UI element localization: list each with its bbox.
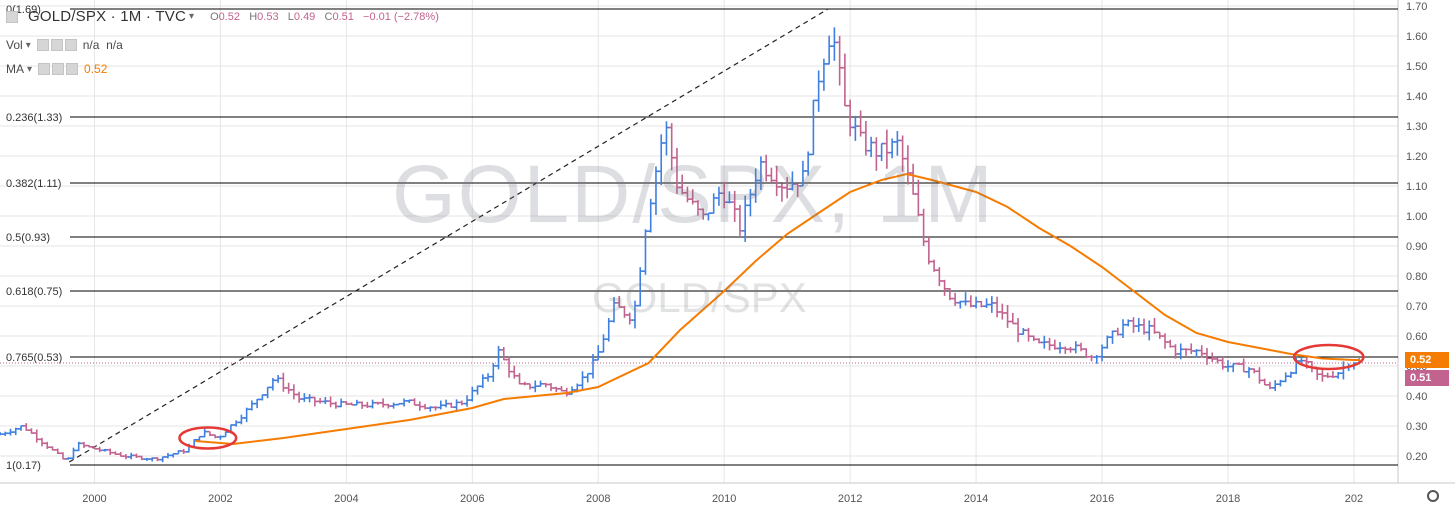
- vol-label[interactable]: Vol: [6, 38, 23, 52]
- trend-line-dashed: [68, 8, 829, 463]
- y-tick-label: 1.00: [1406, 211, 1427, 223]
- interval-label[interactable]: 1M: [120, 8, 142, 25]
- x-tick-label: 2008: [586, 493, 610, 505]
- y-tick-label: 0.30: [1406, 421, 1427, 433]
- y-tick-label: 0.90: [1406, 241, 1427, 253]
- change-value: −0.01 (−2.78%): [363, 10, 439, 23]
- vol-value-1: n/a: [82, 38, 100, 52]
- fib-level-label: 0.236(1.33): [6, 112, 62, 124]
- fib-level-label: 0.382(1.11): [6, 178, 61, 190]
- symbol-name[interactable]: GOLD/SPX: [28, 8, 107, 25]
- moving-average-line: [195, 172, 1361, 446]
- x-tick-label: 2006: [460, 493, 484, 505]
- y-tick-label: 1.10: [1406, 181, 1427, 193]
- x-tick-label: 2018: [1216, 493, 1240, 505]
- fib-level-label: 1(0.17): [6, 460, 41, 472]
- y-tick-label: 0.60: [1406, 331, 1427, 343]
- y-tick-label: 0.70: [1406, 301, 1427, 313]
- y-tick-label: 0.80: [1406, 271, 1427, 283]
- close-icon[interactable]: [66, 63, 79, 75]
- fib-level-label: 0.618(0.75): [6, 286, 62, 298]
- close-icon[interactable]: [64, 39, 77, 51]
- y-tick-label: 0.40: [1406, 391, 1427, 403]
- x-tick-label: 2004: [334, 493, 358, 505]
- eye-icon[interactable]: [36, 39, 49, 51]
- y-tick-label: 0.20: [1406, 451, 1427, 463]
- highlight-circle: [1292, 343, 1365, 371]
- ohlc-values: O0.52 H0.53 L0.49 C0.51 −0.01 (−2.78%): [210, 10, 439, 23]
- settings-gear-icon[interactable]: [1427, 490, 1439, 502]
- vol-indicator-row: Vol ▾ n/a n/a: [6, 38, 123, 52]
- y-tick-label: 1.70: [1406, 1, 1427, 13]
- x-tick-label: 2016: [1090, 493, 1114, 505]
- x-tick-label: 202: [1345, 493, 1363, 505]
- collapse-legend-icon[interactable]: [6, 10, 18, 23]
- gear-icon[interactable]: [50, 39, 63, 51]
- x-tick-label: 2010: [712, 493, 736, 505]
- highlight-circle: [178, 426, 238, 450]
- x-tick-label: 2014: [964, 493, 988, 505]
- symbol-legend: GOLD/SPX · 1M · TVC ▾ O0.52 H0.53 L0.49 …: [6, 8, 439, 25]
- y-tick-label: 1.50: [1406, 61, 1427, 73]
- x-tick-label: 2000: [82, 493, 106, 505]
- y-tick-label: 1.20: [1406, 151, 1427, 163]
- watermark-symbol: GOLD/SPX: [592, 274, 807, 321]
- last-price-tag: 0.51: [1405, 370, 1449, 386]
- ma-indicator-row: MA ▾ 0.52: [6, 62, 107, 76]
- ma-price-tag: 0.52: [1405, 352, 1449, 368]
- ma-value: 0.52: [84, 62, 108, 76]
- watermark-title: GOLD/SPX, 1M: [392, 149, 995, 240]
- fib-level-label: 0.765(0.53): [6, 352, 62, 364]
- x-tick-label: 2012: [838, 493, 862, 505]
- eye-icon[interactable]: [38, 63, 51, 75]
- chevron-down-icon[interactable]: ▾: [27, 63, 33, 75]
- gear-icon[interactable]: [52, 63, 65, 75]
- y-tick-label: 1.30: [1406, 121, 1427, 133]
- y-tick-label: 1.60: [1406, 31, 1427, 43]
- y-tick-label: 1.40: [1406, 91, 1427, 103]
- fib-level-label: 0.5(0.93): [6, 232, 50, 244]
- vol-value-2: n/a: [106, 38, 123, 52]
- source-label: TVC: [155, 8, 187, 25]
- chevron-down-icon[interactable]: ▾: [25, 39, 31, 51]
- ma-label[interactable]: MA: [6, 62, 24, 76]
- chevron-down-icon[interactable]: ▾: [189, 11, 195, 22]
- x-tick-label: 2002: [208, 493, 232, 505]
